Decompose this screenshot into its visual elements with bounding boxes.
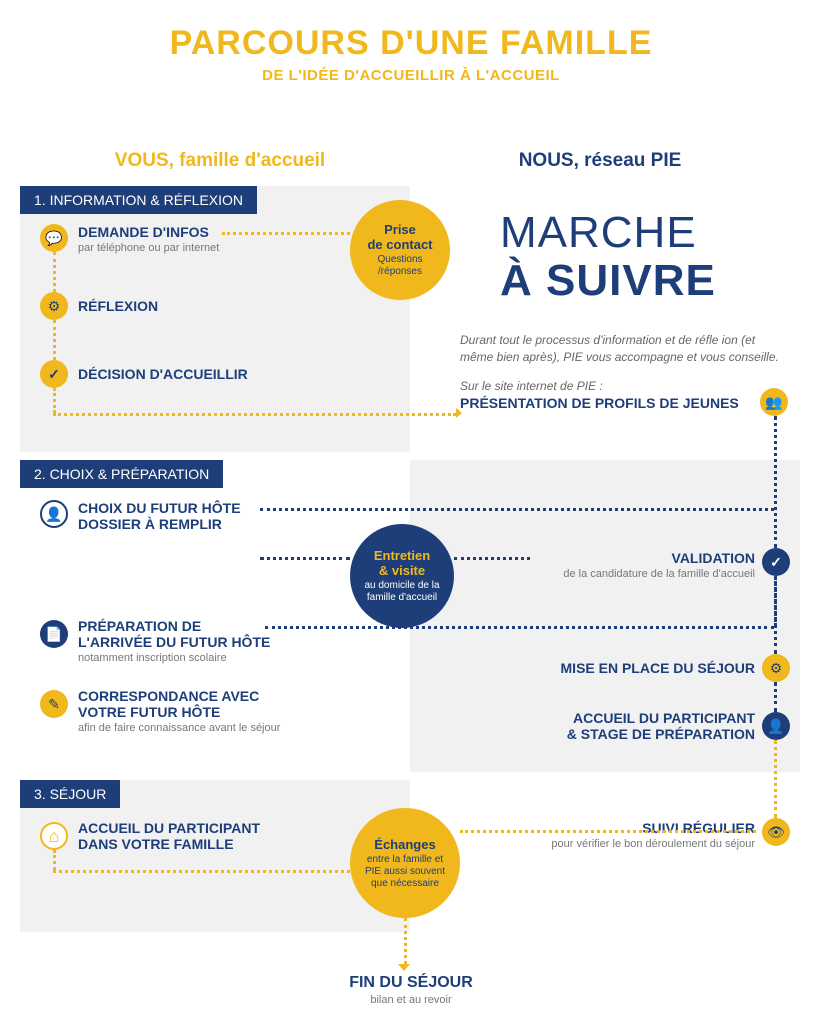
dot-y-h6 <box>53 870 350 873</box>
suivi-sub: pour vérifier le bon déroulement du séjo… <box>500 838 755 850</box>
dot-v3 <box>53 388 56 413</box>
section-2-tab: 2. CHOIX & PRÉPARATION <box>20 460 223 488</box>
person-icon: 👤 <box>40 500 68 528</box>
demande-sub: par téléphone ou par internet <box>78 242 219 254</box>
gear-icon: ⚙ <box>40 292 68 320</box>
dot-b-v3 <box>774 682 777 712</box>
circle-entretien: Entretien & visite au domicile de la fam… <box>350 524 454 628</box>
page-subtitle: DE L'IDÉE D'ACCUEILLIR À L'ACCUEIL <box>0 67 822 84</box>
circle-echanges: Échanges entre la famille et PIE aussi s… <box>350 808 460 918</box>
doc-icon: 📄 <box>40 620 68 648</box>
page-title: PARCOURS D'UNE FAMILLE <box>0 24 822 63</box>
col-left-header: VOUS, famille d'accueil <box>70 150 370 172</box>
dot-y-v5 <box>53 850 56 870</box>
speech-icon: 💬 <box>40 224 68 252</box>
gear-icon-2: ⚙ <box>762 654 790 682</box>
validation-title: VALIDATION <box>530 550 755 566</box>
dot-y-v4 <box>774 740 777 818</box>
accueil-stage-title2: & STAGE DE PRÉPARATION <box>500 726 755 742</box>
dot-h1 <box>53 413 456 416</box>
mise-title: MISE EN PLACE DU SÉJOUR <box>500 660 755 676</box>
prep-title1: PRÉPARATION DE <box>78 618 270 634</box>
corr-title1: CORRESPONDANCE AVEC <box>78 688 280 704</box>
reflexion-title: RÉFLEXION <box>78 298 158 314</box>
marche-line2: À SUIVRE <box>500 256 716 306</box>
dot-b-v2b <box>774 576 777 626</box>
eye-icon: 👁 <box>762 818 790 846</box>
dot-arrow-down <box>398 964 410 971</box>
accueil-title1: ACCUEIL DU PARTICIPANT <box>78 820 260 836</box>
check-icon-1: ✓ <box>40 360 68 388</box>
corr-sub: afin de faire connaissance avant le séjo… <box>78 722 280 734</box>
accueil-title2: DANS VOTRE FAMILLE <box>78 836 260 852</box>
validation-sub: de la candidature de la famille d'accuei… <box>530 568 755 580</box>
dot-h-demande <box>222 232 350 235</box>
choix-title: CHOIX DU FUTUR HÔTE DOSSIER À REMPLIR <box>78 500 241 532</box>
decision-title: DÉCISION D'ACCUEILLIR <box>78 366 248 382</box>
marche-desc: Durant tout le processus d'information e… <box>460 332 780 366</box>
dot-v2 <box>53 320 56 360</box>
dot-y-v6 <box>404 918 407 964</box>
dot-b-h2 <box>260 557 350 560</box>
section-1-tab: 1. INFORMATION & RÉFLEXION <box>20 186 257 214</box>
dot-arrow-1 <box>456 408 462 418</box>
dot-b-h4 <box>265 626 774 629</box>
prep-sub: notamment inscription scolaire <box>78 652 270 664</box>
dot-b-h1 <box>260 508 774 511</box>
dot-y-h5 <box>460 830 756 833</box>
home-icon: ⌂ <box>40 822 68 850</box>
suivi-title: SUIVI RÉGULIER <box>500 820 755 836</box>
accueil-stage-title1: ACCUEIL DU PARTICIPANT <box>500 710 755 726</box>
final-sub: bilan et au revoir <box>0 994 822 1006</box>
section-3-tab: 3. SÉJOUR <box>20 780 120 808</box>
dot-b-h3 <box>454 557 530 560</box>
prep-title2: L'ARRIVÉE DU FUTUR HÔTE <box>78 634 270 650</box>
marche-line1: MARCHE <box>500 210 716 256</box>
final-title: FIN DU SÉJOUR <box>0 974 822 992</box>
profiles-title: PRÉSENTATION DE PROFILS DE JEUNES <box>460 395 739 411</box>
circle-prise: Prise de contact Questions /réponses <box>350 200 450 300</box>
check-icon-2: ✓ <box>762 548 790 576</box>
corr-title2: VOTRE FUTUR HÔTE <box>78 704 280 720</box>
marche-site-label: Sur le site internet de PIE : <box>460 378 780 395</box>
demande-title: DEMANDE D'INFOS <box>78 224 219 240</box>
group-icon: 👥 <box>760 388 788 416</box>
dot-b-v1 <box>774 416 777 548</box>
pen-icon: ✎ <box>40 690 68 718</box>
person-icon-2: 👤 <box>762 712 790 740</box>
col-right-header: NOUS, réseau PIE <box>450 150 750 172</box>
dot-v1 <box>53 252 56 292</box>
